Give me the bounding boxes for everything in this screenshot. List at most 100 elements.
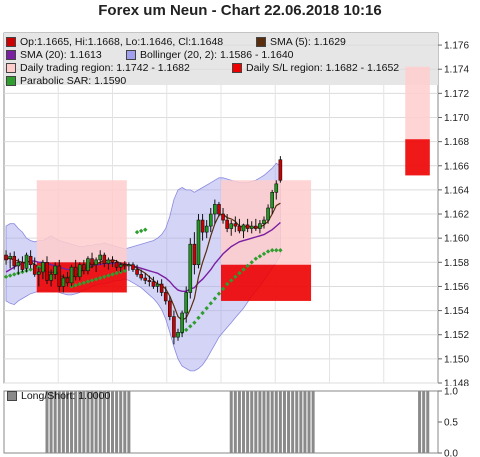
candle-body [274,183,279,193]
candle-body [77,264,82,278]
legend-daily-sl-text: Daily S/L region: 1.1682 - 1.1652 [246,61,400,74]
legend-ohlc: Op:1.1665, Hi:1.1668, Lo:1.1646, Cl:1.16… [6,35,223,48]
sub-y-tick-label: 0.5 [444,418,458,429]
psar-point [81,280,87,286]
psar-point [93,277,99,282]
longshort-bar [242,391,246,453]
longshort-bar [422,391,426,453]
candle-body [8,255,12,259]
candle-body [204,225,209,233]
candle-body [254,225,258,229]
y-tick-label: 1.168 [444,137,469,148]
y-tick-label: 1.172 [444,89,469,100]
legend-sma20-text: SMA (20): 1.1613 [20,48,102,61]
psar-point [196,315,201,321]
longshort-bar [82,391,86,453]
candle-body [184,292,188,314]
psar-point [200,310,205,316]
longshort-bar [127,391,131,453]
psar-point [208,301,213,306]
candle-body [127,264,131,267]
daily-sl-swatch [232,62,242,73]
legend-daily-sl: Daily S/L region: 1.1682 - 1.1652 [232,61,399,74]
candle-body [61,277,66,287]
candle-body [32,264,37,275]
y-tick-label: 1.152 [444,330,469,341]
candle-body [20,262,25,270]
y-tick-label: 1.160 [444,234,469,245]
ohlc-swatch [6,36,16,47]
psar-point [69,284,74,289]
legend-sma20: SMA (20): 1.1613 [6,48,102,61]
candle-body [208,213,213,227]
longshort-bar [237,391,241,453]
candle-body [270,192,274,209]
daily-trading-region [36,180,127,263]
candle-body [147,280,152,282]
psar-point [7,273,13,278]
psar-point [12,272,17,277]
y-tick-label: 1.156 [444,282,469,293]
legend-daily-trading-text: Daily trading region: 1.1742 - 1.1682 [20,61,190,74]
candle-body [45,262,49,281]
psar-point [245,263,250,269]
candle-body [143,277,148,281]
candle-body [41,262,45,273]
y-tick-label: 1.154 [444,306,469,317]
longshort-bar [262,391,266,453]
psar-point [3,274,9,279]
psar-point [122,268,127,273]
longshort-bar [229,391,233,453]
longshort-bar [94,391,98,453]
candle-body [163,292,168,302]
y-tick-label: 1.162 [444,210,469,221]
sub-y-tick-label: 0.0 [444,449,458,457]
psar-swatch [6,75,16,86]
psar-point [253,256,259,261]
longshort-bar [282,391,286,453]
candle-body [245,224,250,229]
candle-body [4,254,8,261]
longshort-bar [287,391,291,453]
candle-body [16,262,21,267]
psar-point [274,248,279,253]
psar-point [204,305,209,311]
longshort-bar [258,391,262,453]
longshort-bar [78,391,82,453]
candle-body [262,219,266,224]
psar-point [212,296,218,301]
psar-point [257,254,263,259]
legend-bollinger-text: Bollinger (20, 2): 1.1586 - 1.1640 [140,48,294,61]
candle-body [233,223,238,227]
psar-point [183,327,189,333]
longshort-bar [123,391,127,453]
longshort-bar [102,391,106,453]
bollinger-swatch [126,49,136,60]
longshort-bar [98,391,102,453]
y-tick-label: 1.164 [444,185,469,196]
candle-body [131,264,135,270]
legend-daily-trading: Daily trading region: 1.1742 - 1.1682 [6,61,190,74]
candle-body [192,243,197,266]
candle-body [49,274,53,281]
longshort-bar [61,391,65,453]
candle-body [229,223,234,229]
psar-point [269,248,275,253]
longshort-bar [250,391,254,453]
candle-body [12,255,17,267]
psar-point [188,324,193,329]
psar-point [77,281,82,287]
longshort-bar [254,391,258,453]
candle-body [278,159,283,181]
candle-body [122,264,127,267]
legend-psar: Parabolic SAR: 1.1590 [6,74,126,87]
candle-body [172,316,176,338]
y-tick-label: 1.166 [444,161,469,172]
longshort-bar [70,391,74,453]
sub-legend: Long/Short: 1.0000 [7,390,110,402]
candle-body [114,262,119,268]
longshort-bar [295,391,299,453]
psar-point [89,278,95,283]
candle-body [90,258,94,266]
longshort-bar [111,391,114,453]
